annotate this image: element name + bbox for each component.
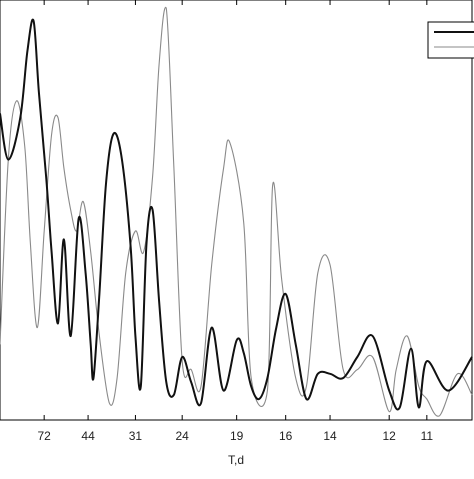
series-line-1 [0,18,473,411]
x-tick-label: 12 [383,429,397,443]
x-tick-label: 72 [37,429,51,443]
series-line-2 [0,6,473,417]
legend-box [427,21,474,59]
x-axis-label: T,d [228,453,244,467]
x-tick-label: 31 [129,429,143,443]
x-tick-label: 24 [175,429,189,443]
x-tick-label: 14 [323,429,337,443]
series-layer [0,6,473,417]
x-tick-label: 11 [421,429,434,443]
x-tick-label: 19 [230,429,244,443]
plot-frame [0,0,473,421]
x-ticks: 72 44 31 24 19 16 14 12 11 [37,0,433,443]
x-tick-label: 16 [279,429,293,443]
x-tick-label: 44 [81,429,95,443]
legend [427,21,474,59]
